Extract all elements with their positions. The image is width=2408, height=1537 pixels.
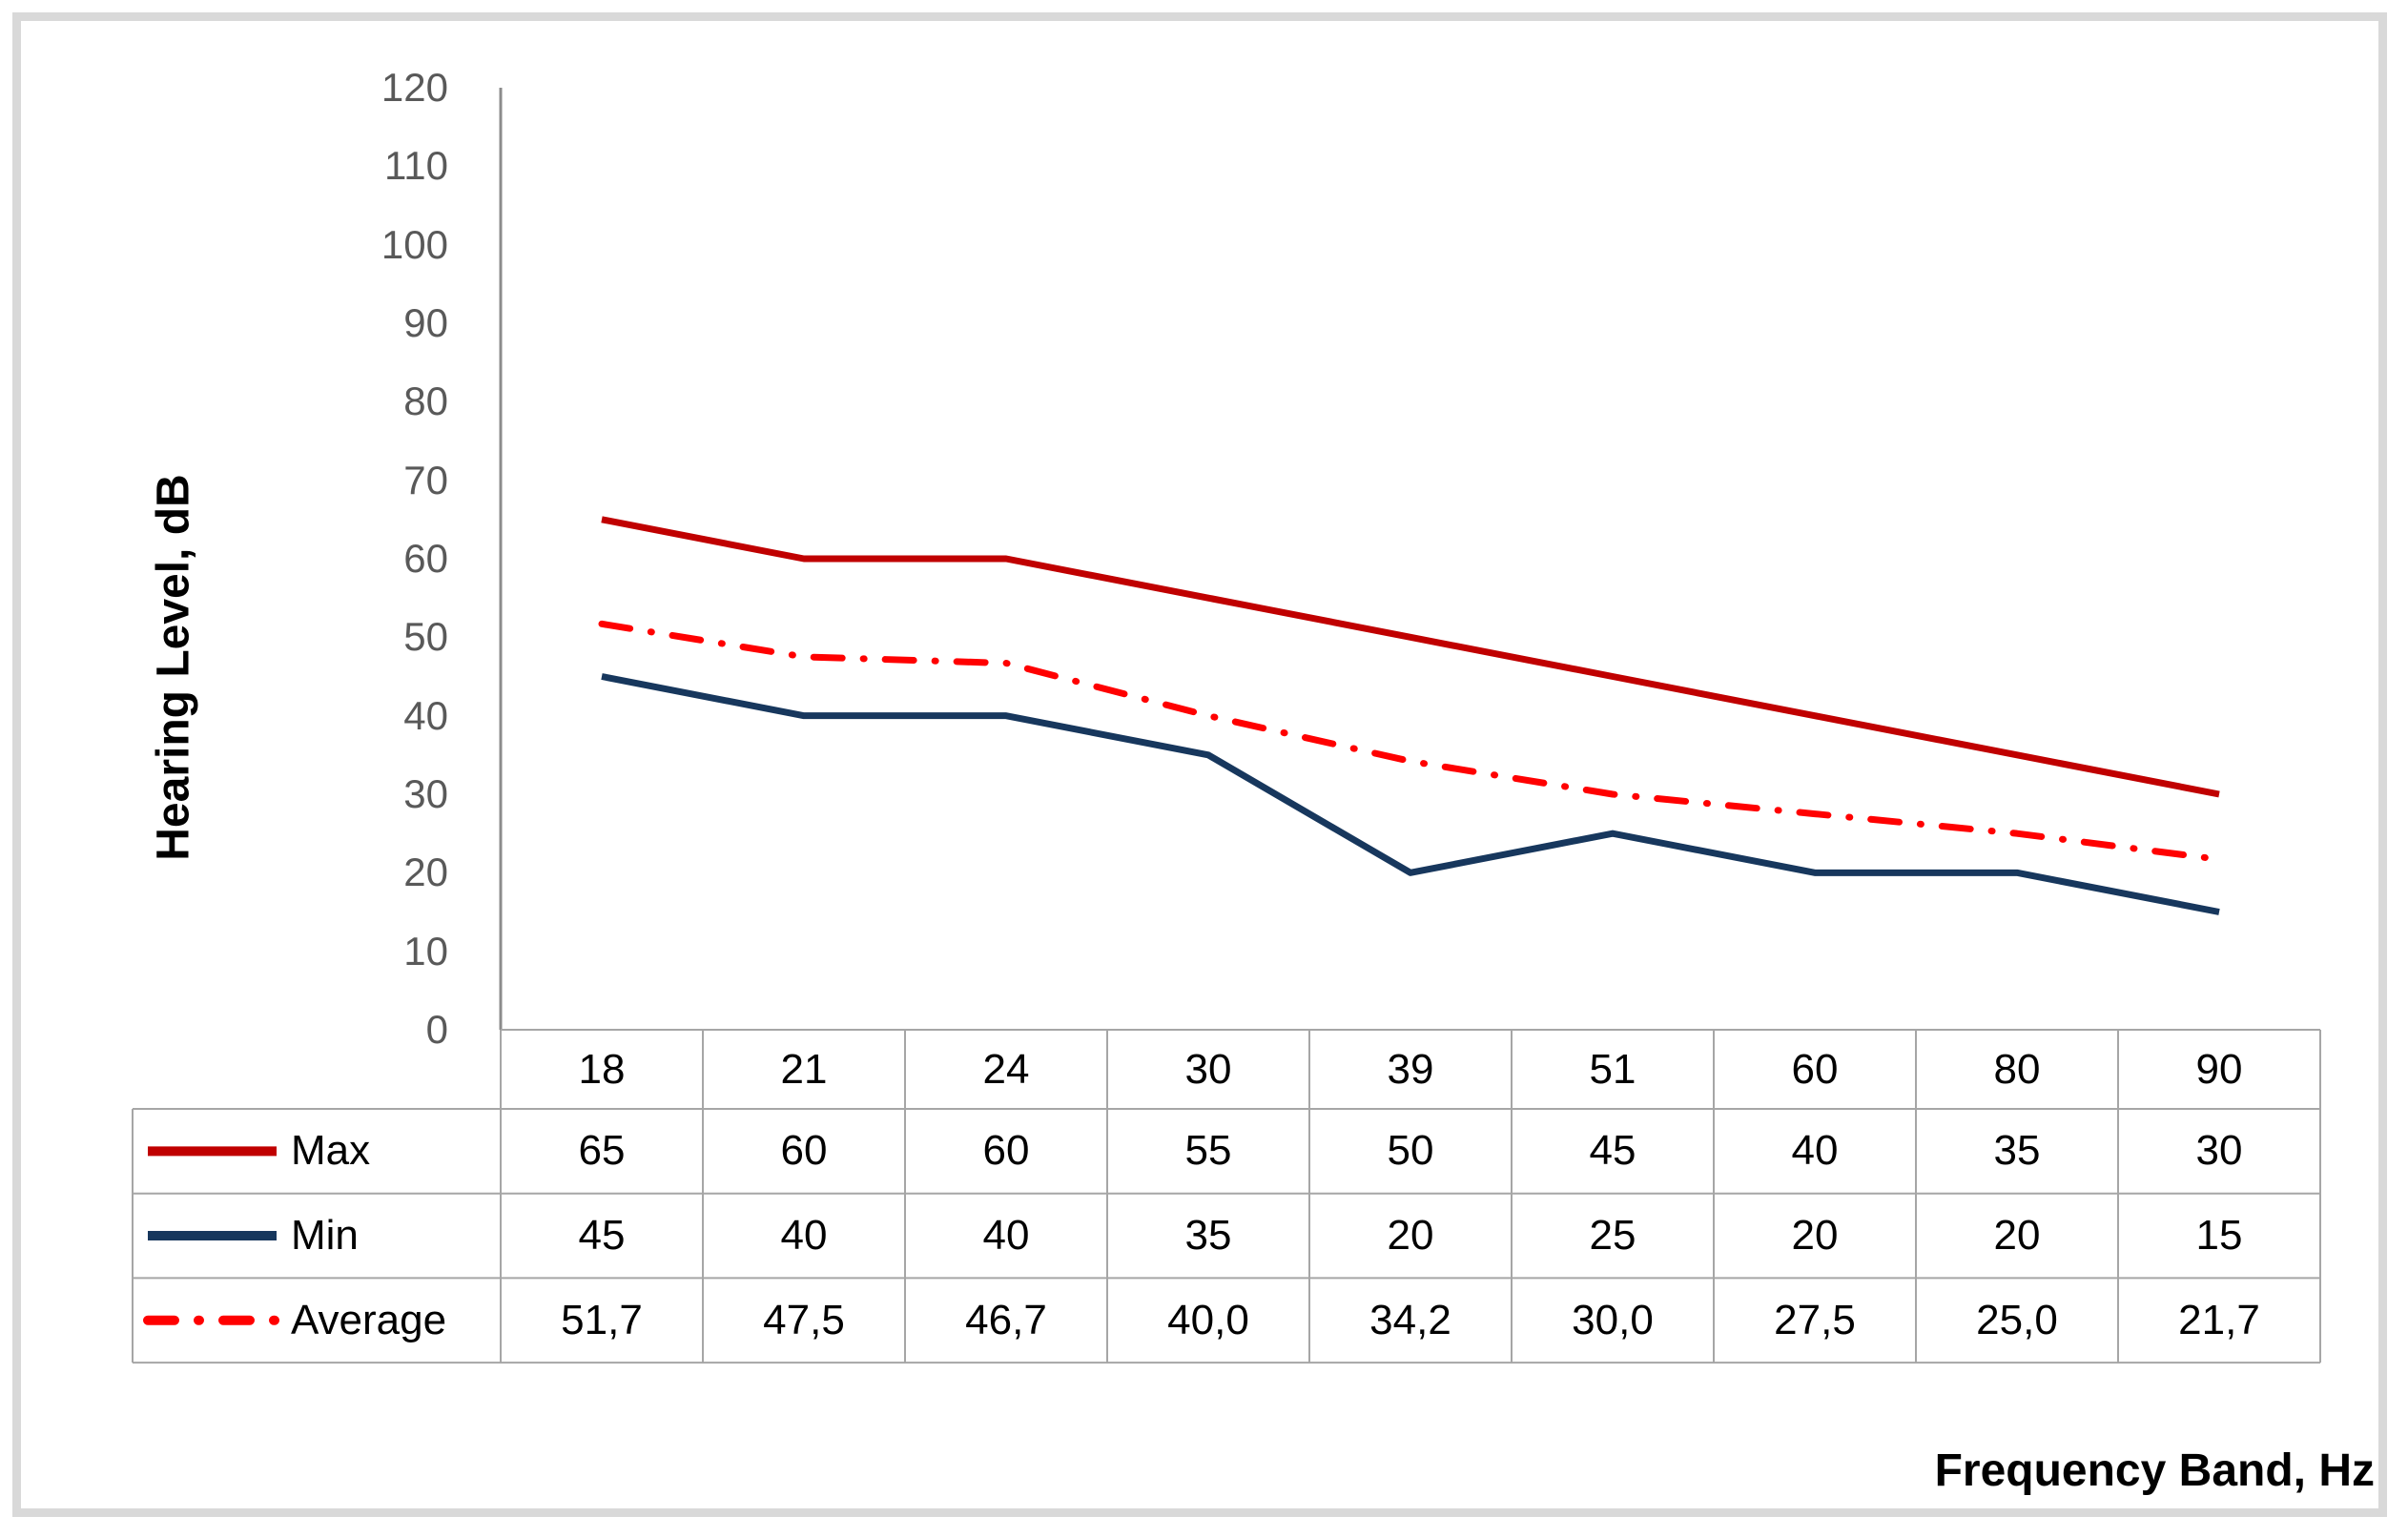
table-value-cell: 60 (780, 1127, 828, 1175)
table-header-cell: 18 (578, 1045, 626, 1093)
y-axis-tick-label: 70 (403, 457, 448, 502)
y-axis-tick-label: 40 (403, 692, 448, 738)
y-axis-tick-label: 110 (384, 143, 448, 189)
y-axis-title: Hearing Level, dB (148, 474, 199, 861)
legend-label-min: Min (291, 1212, 359, 1260)
table-value-cell: 20 (1387, 1212, 1434, 1260)
min-line (601, 673, 2220, 915)
table-value-cell: 20 (1993, 1212, 2041, 1260)
y-axis-tick-label: 120 (381, 65, 448, 110)
table-header-cell: 80 (1993, 1045, 2041, 1093)
table-value-cell: 50 (1387, 1127, 1434, 1175)
table-header-cell: 39 (1387, 1045, 1434, 1093)
table-value-cell: 30 (2195, 1127, 2243, 1175)
table-value-cell: 25,0 (1976, 1296, 2058, 1343)
table-header-cell: 90 (2195, 1045, 2243, 1093)
y-axis-tick-label: 80 (403, 379, 448, 424)
table-value-cell: 45 (1589, 1127, 1636, 1175)
table-value-cell: 46,7 (965, 1296, 1047, 1343)
table-value-cell: 65 (578, 1127, 626, 1175)
table-value-cell: 40 (1791, 1127, 1839, 1175)
y-axis-tick-label: 50 (403, 614, 448, 660)
max-line (601, 516, 2220, 798)
table-header-cell: 30 (1184, 1045, 1232, 1093)
table-header-cell: 60 (1791, 1045, 1839, 1093)
table-value-cell: 40 (982, 1212, 1030, 1260)
y-axis-tick-label: 90 (403, 300, 448, 345)
table-value-cell: 55 (1184, 1127, 1232, 1175)
table-value-cell: 60 (982, 1127, 1030, 1175)
average-line (598, 620, 2223, 863)
y-axis-tick-label: 20 (403, 850, 448, 895)
table-value-cell: 27,5 (1774, 1296, 1856, 1343)
x-axis-title: Frequency Band, Hz (1934, 1445, 2375, 1496)
table-value-cell: 34,2 (1369, 1296, 1451, 1343)
table-value-cell: 15 (2195, 1212, 2243, 1260)
table-header-cell: 21 (780, 1045, 828, 1093)
table-value-cell: 40 (780, 1212, 828, 1260)
legend-label-average: Average (291, 1296, 447, 1343)
table-value-cell: 47,5 (763, 1296, 845, 1343)
y-axis-tick-label: 100 (381, 221, 448, 267)
table-header-cell: 51 (1589, 1045, 1636, 1093)
table-value-cell: 25 (1589, 1212, 1636, 1260)
table-value-cell: 21,7 (2178, 1296, 2260, 1343)
table-header-cell: 24 (982, 1045, 1030, 1093)
table-value-cell: 40,0 (1167, 1296, 1249, 1343)
table-value-cell: 30,0 (1572, 1296, 1654, 1343)
legend-label-max: Max (291, 1127, 371, 1175)
table-value-cell: 35 (1993, 1127, 2041, 1175)
table-value-cell: 51,7 (561, 1296, 643, 1343)
table-value-cell: 35 (1184, 1212, 1232, 1260)
table-value-cell: 45 (578, 1212, 626, 1260)
y-axis-tick-label: 0 (425, 1007, 448, 1052)
y-axis-tick-label: 60 (403, 536, 448, 581)
table-value-cell: 20 (1791, 1212, 1839, 1260)
y-axis-tick-label: 10 (403, 928, 448, 973)
y-axis-tick-label: 30 (403, 771, 448, 816)
